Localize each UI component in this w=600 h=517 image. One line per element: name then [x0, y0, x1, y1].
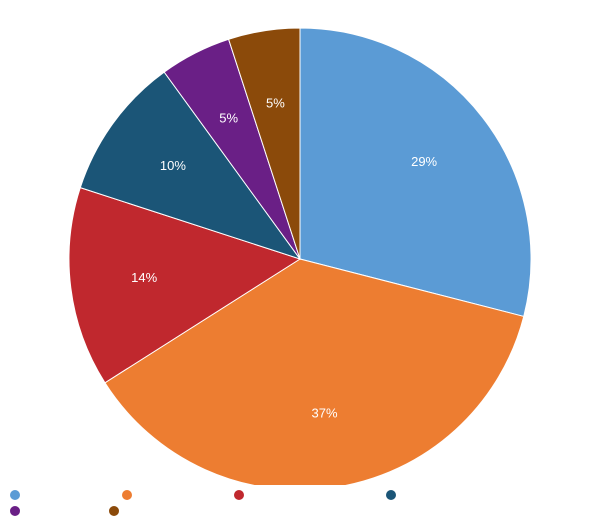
chart-title: Választások 2005 — [213, 2, 387, 27]
legend-item: Demokratikus Párt — [10, 489, 108, 500]
slice-label: 14% — [131, 270, 157, 285]
slice-label: 29% — [411, 154, 437, 169]
legend-item: Szocialista Párt — [10, 505, 95, 516]
pie-slice — [68, 186, 302, 384]
pie-plot-area: 29% 37% 14% 10% 5% 5% — [68, 27, 532, 485]
legend-swatch — [10, 489, 20, 500]
chart-legend: Demokratikus Párt Republikánus Párt Nemzet… — [10, 489, 595, 516]
legend-label: Republikánus Párt — [124, 505, 207, 516]
legend-label: Republikánus Párt — [138, 489, 220, 500]
pie-slice — [79, 71, 302, 260]
slice-label: 5% — [219, 110, 238, 125]
legend-label: Munkás és Fejlesztés Párt — [401, 489, 519, 500]
legend-swatch — [385, 489, 396, 500]
legend-label: Nemzeti Demokrácia Pártja — [249, 489, 372, 500]
legend-label: Demokratikus Párt — [26, 489, 109, 500]
pie-slice — [104, 258, 525, 485]
legend-swatch — [10, 505, 20, 516]
legend-item: Republikánus Párt — [122, 489, 220, 500]
legend-item: Nemzeti Demokrácia Pártja — [233, 489, 372, 500]
slice-label: 10% — [160, 158, 186, 173]
legend-swatch — [108, 505, 119, 516]
legend-swatch — [233, 489, 244, 500]
slice-label: 5% — [266, 95, 285, 110]
legend-swatch — [122, 489, 133, 500]
pie-slice — [227, 27, 301, 260]
pie-slice — [299, 27, 532, 318]
legend-item: Republikánus Párt — [108, 505, 207, 516]
slice-label: 37% — [312, 406, 338, 421]
legend-item: Munkás és Fejlesztés Párt — [385, 489, 519, 500]
legend-label: Szocialista Párt — [26, 505, 95, 516]
